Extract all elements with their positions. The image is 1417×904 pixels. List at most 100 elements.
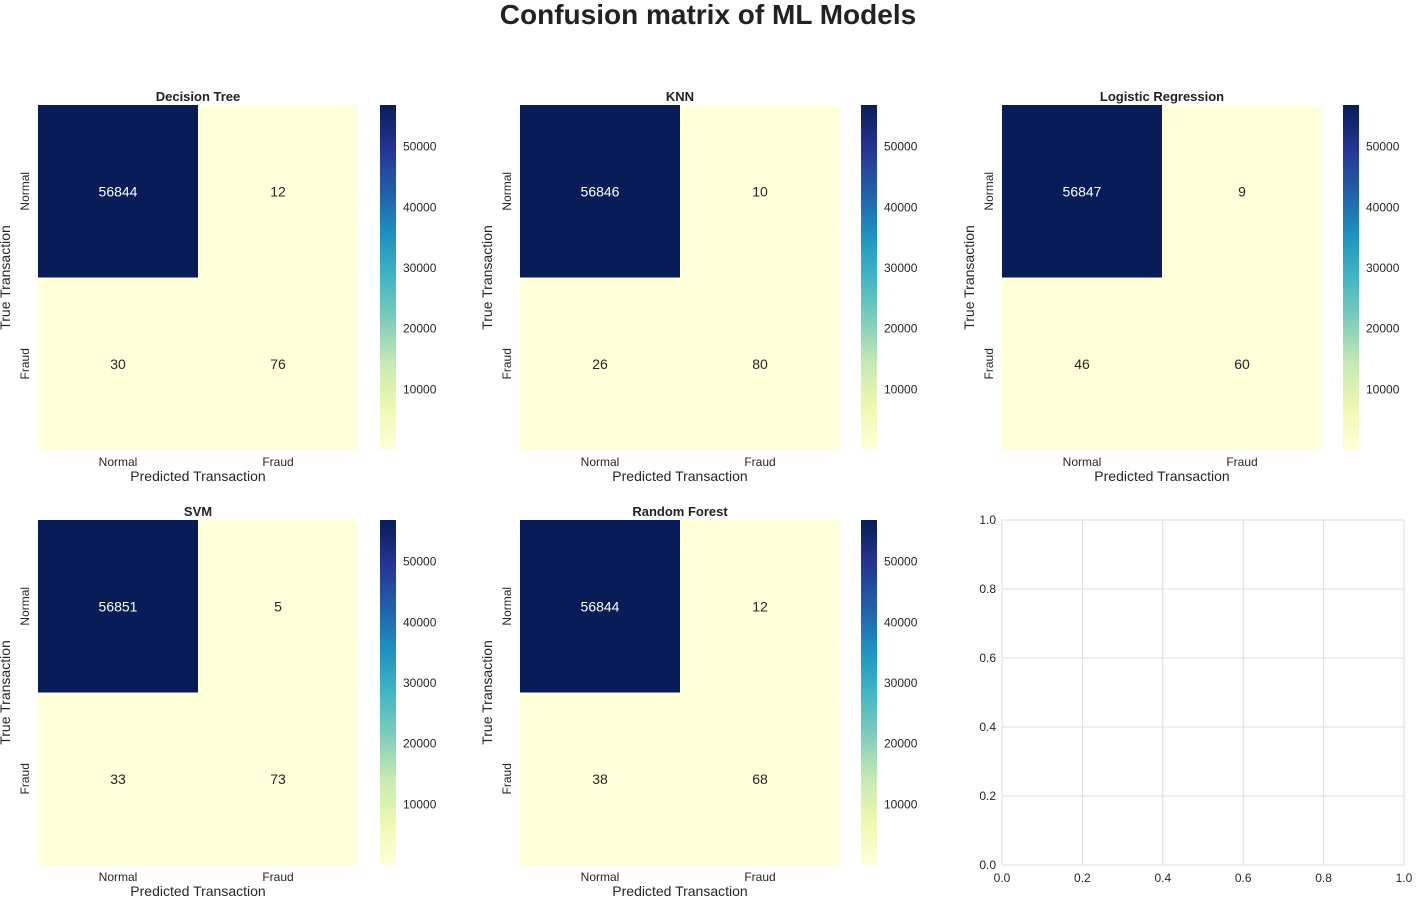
panel-5-colorbar-tick: 30000	[884, 676, 918, 690]
panel-4-cell-label: 33	[110, 771, 126, 787]
panel-1-xtick: Fraud	[262, 455, 293, 469]
panel-2-colorbar-tick: 10000	[884, 382, 918, 396]
panel-4-ytick: Normal	[18, 587, 32, 626]
panel-6-xtick: 0.8	[1315, 871, 1332, 885]
panel-1-cell-label: 12	[270, 183, 286, 199]
panel-6-axes	[1001, 519, 1405, 866]
panel-3-colorbar	[1343, 105, 1359, 450]
panel-4-cell	[198, 692, 358, 865]
panel-2-colorbar-tick: 20000	[884, 322, 918, 336]
panel-3-xlabel: Predicted Transaction	[1094, 468, 1229, 484]
panel-6-xtick: 0.6	[1235, 871, 1252, 885]
panel-6-ytick: 0.6	[979, 651, 996, 665]
panel-1-ylabel: True Transaction	[0, 225, 13, 330]
panel-5-cell	[520, 520, 680, 693]
panel-2-cell-label: 26	[592, 356, 608, 372]
panel-4-xtick: Fraud	[262, 870, 293, 884]
panel-5-cell-label: 12	[752, 598, 768, 614]
panel-2-colorbar	[861, 105, 877, 450]
panel-2-colorbar-tick: 40000	[884, 200, 918, 214]
panel-2-cell	[680, 277, 840, 450]
panel-3-cell	[1002, 277, 1162, 450]
panel-2-cell-label: 56846	[581, 183, 620, 199]
panel-5-xlabel: Predicted Transaction	[612, 883, 747, 899]
figure-title: Confusion matrix of ML Models	[500, 0, 916, 30]
panel-1-cell	[198, 105, 358, 278]
panel-3-cell-label: 60	[1234, 356, 1250, 372]
panel-5-ylabel: True Transaction	[479, 640, 495, 745]
panel-5-cell	[680, 692, 840, 865]
panel-3-ytick: Normal	[982, 172, 996, 211]
panel-4-ytick: Fraud	[18, 763, 32, 794]
panel-3-cell-label: 46	[1074, 356, 1090, 372]
panel-6-xtick: 1.0	[1396, 871, 1413, 885]
panel-4-cell-label: 5	[274, 598, 282, 614]
panel-1-cell	[38, 105, 198, 278]
panel-3-colorbar-tick: 20000	[1366, 322, 1400, 336]
panel-1-cell-label: 30	[110, 356, 126, 372]
panel-4-title: SVM	[184, 504, 212, 519]
panel-4-colorbar-tick: 10000	[403, 797, 437, 811]
panel-3-colorbar-tick: 40000	[1366, 200, 1400, 214]
panel-6-xtick: 0.2	[1074, 871, 1091, 885]
panel-5-cell	[520, 692, 680, 865]
panel-3-title: Logistic Regression	[1100, 89, 1224, 104]
panel-5-cell	[680, 520, 840, 693]
panel-4-xtick: Normal	[99, 870, 138, 884]
panel-1-xlabel: Predicted Transaction	[130, 468, 265, 484]
panel-4-cell	[38, 520, 198, 693]
panel-2-cell-label: 10	[752, 183, 768, 199]
panel-2-ytick: Fraud	[500, 348, 514, 379]
panel-2-cell	[520, 105, 680, 278]
panel-6-ytick: 0.2	[979, 789, 996, 803]
panel-4-colorbar-tick: 40000	[403, 615, 437, 629]
panel-6-xtick: 0.4	[1154, 871, 1171, 885]
panel-6-ytick: 0.8	[979, 582, 996, 596]
panel-2-xlabel: Predicted Transaction	[612, 468, 747, 484]
panel-1-colorbar-tick: 50000	[403, 140, 437, 154]
panel-5-cell-label: 56844	[581, 598, 620, 614]
panel-5-colorbar-tick: 50000	[884, 555, 918, 569]
panel-4-colorbar-tick: 30000	[403, 676, 437, 690]
panel-3-xtick: Normal	[1063, 455, 1102, 469]
panel-1-cell	[198, 277, 358, 450]
panel-2-colorbar-tick: 30000	[884, 261, 918, 275]
panel-1-ytick: Fraud	[18, 348, 32, 379]
panel-2-ytick: Normal	[500, 172, 514, 211]
panel-1-cell-label: 76	[270, 356, 286, 372]
panel-5-colorbar-tick: 40000	[884, 615, 918, 629]
panel-6-ytick: 0.4	[979, 720, 996, 734]
panel-3-cell-label: 56847	[1063, 183, 1102, 199]
panel-1-title: Decision Tree	[156, 89, 241, 104]
panel-3-cell	[1162, 277, 1322, 450]
panel-6-ytick: 1.0	[979, 513, 996, 527]
panel-1-colorbar-tick: 20000	[403, 322, 437, 336]
panel-3-cell	[1162, 105, 1322, 278]
panel-1-ytick: Normal	[18, 172, 32, 211]
panel-2-cell-label: 80	[752, 356, 768, 372]
panel-4-ylabel: True Transaction	[0, 640, 13, 745]
panel-2-cell	[520, 277, 680, 450]
panel-5-cell-label: 38	[592, 771, 608, 787]
panel-3-colorbar-tick: 30000	[1366, 261, 1400, 275]
panel-5-colorbar-tick: 20000	[884, 737, 918, 751]
panel-2-xtick: Fraud	[744, 455, 775, 469]
panel-4-cell	[198, 520, 358, 693]
panel-2-cell	[680, 105, 840, 278]
panel-5-xtick: Normal	[581, 870, 620, 884]
panel-5-cell-label: 68	[752, 771, 768, 787]
panel-2-xtick: Normal	[581, 455, 620, 469]
panel-5-colorbar-tick: 10000	[884, 797, 918, 811]
panel-2-title: KNN	[666, 89, 694, 104]
panel-3-ytick: Fraud	[982, 348, 996, 379]
panel-4-cell-label: 56851	[99, 598, 138, 614]
panel-4-cell	[38, 692, 198, 865]
panel-3-cell-label: 9	[1238, 183, 1246, 199]
panel-4-colorbar-tick: 50000	[403, 555, 437, 569]
panel-5-ytick: Fraud	[500, 763, 514, 794]
panel-1-cell	[38, 277, 198, 450]
panel-1-cell-label: 56844	[99, 183, 138, 199]
panel-1-colorbar	[380, 105, 396, 450]
